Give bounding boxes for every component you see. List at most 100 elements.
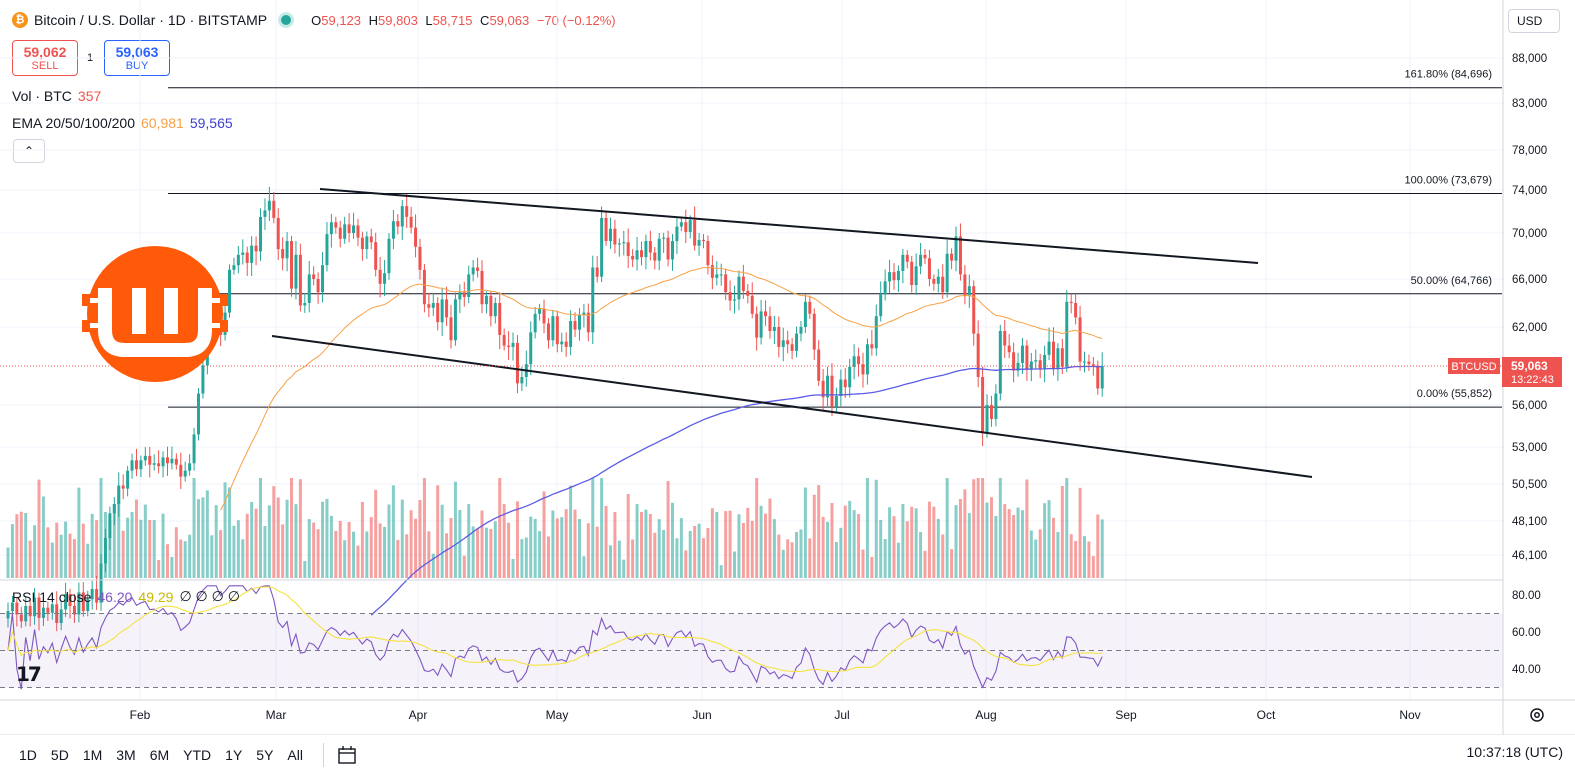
- volume-bar: [334, 530, 338, 578]
- volume-bar: [378, 523, 382, 578]
- volume-bar: [10, 524, 14, 578]
- range-all[interactable]: All: [287, 747, 303, 763]
- volume-bar: [600, 478, 604, 578]
- volume-bar: [325, 498, 329, 578]
- volume-bar: [95, 520, 99, 578]
- candle: [843, 379, 847, 388]
- candle: [608, 228, 612, 242]
- candle: [533, 313, 537, 333]
- time-axis[interactable]: Feb Mar Apr May Jun Jul Aug Sep Oct Nov: [0, 699, 1575, 735]
- volume-bar: [480, 510, 484, 578]
- candle: [577, 315, 581, 330]
- volume-bar: [356, 545, 360, 578]
- range-5d[interactable]: 5D: [50, 747, 69, 763]
- candle: [693, 220, 697, 246]
- volume-bar: [883, 539, 887, 578]
- range-1y[interactable]: 1Y: [225, 747, 243, 763]
- volume-bar: [803, 487, 807, 578]
- fib-label: 0.00% (55,852): [1417, 388, 1492, 400]
- currency-select[interactable]: USD: [1508, 9, 1560, 33]
- volume-bar: [1078, 487, 1082, 578]
- candle: [143, 455, 147, 461]
- ema50-value: 60,981: [141, 115, 184, 131]
- rsi-legend[interactable]: RSI 14 close 46.20 49.29 ∅ ∅ ∅ ∅: [12, 588, 240, 605]
- symbol-title[interactable]: Bitcoin / U.S. Dollar · 1D · BITSTAMP: [34, 12, 268, 28]
- volume-bar: [1096, 514, 1100, 578]
- candle: [414, 227, 418, 247]
- range-ytd[interactable]: YTD: [183, 747, 212, 763]
- settings-gear-icon[interactable]: [1528, 706, 1546, 724]
- candle: [950, 253, 954, 261]
- candle: [657, 238, 661, 261]
- volume-bar: [1025, 479, 1029, 578]
- calendar-range-icon[interactable]: [336, 744, 358, 766]
- tradingview-logo[interactable]: 𝟭𝟳: [16, 664, 42, 686]
- candle: [821, 380, 825, 398]
- range-1m[interactable]: 1M: [82, 747, 103, 763]
- range-1d[interactable]: 1D: [19, 747, 37, 763]
- range-5y[interactable]: 5Y: [256, 747, 274, 763]
- price-tick-label: 70,000: [1512, 228, 1547, 240]
- volume-bar: [1087, 541, 1091, 578]
- volume-bar: [507, 522, 511, 578]
- candle: [817, 349, 821, 381]
- candle: [183, 470, 187, 477]
- candle: [803, 301, 807, 327]
- candle: [799, 327, 803, 334]
- candle: [383, 273, 387, 284]
- candle: [1087, 361, 1091, 365]
- volume-legend[interactable]: Vol · BTC 357: [12, 88, 101, 104]
- candle: [365, 236, 369, 250]
- volume-bar: [99, 478, 103, 578]
- volume-bar: [781, 549, 785, 578]
- candle: [896, 270, 900, 281]
- watermark-logo: [82, 246, 228, 382]
- candle: [378, 269, 382, 284]
- volume-bar: [662, 530, 666, 578]
- price-chart[interactable]: 161.80% (84,696) 100.00% (73,679) 50.00% (…: [0, 0, 1575, 735]
- candle: [352, 225, 356, 233]
- candle: [963, 274, 967, 296]
- range-6m[interactable]: 6M: [149, 747, 170, 763]
- candle: [427, 304, 431, 308]
- clock[interactable]: 10:37:18 (UTC): [1466, 744, 1563, 760]
- rsi-na-values: ∅ ∅ ∅ ∅: [179, 588, 240, 604]
- high-value: 59,803: [378, 12, 418, 28]
- candle: [697, 239, 701, 246]
- volume-bar: [777, 534, 781, 578]
- price-tick-label: 48,100: [1512, 516, 1547, 528]
- collapse-legend-button[interactable]: ⌃: [13, 139, 45, 163]
- ema-legend[interactable]: EMA 20/50/100/200 60,981 59,565: [12, 115, 233, 131]
- volume-bar: [165, 544, 169, 578]
- volume-bar: [210, 535, 214, 578]
- candle: [449, 317, 453, 341]
- volume-bar: [799, 529, 803, 578]
- volume-bar: [201, 497, 205, 578]
- candle: [95, 589, 99, 603]
- range-3m[interactable]: 3M: [116, 747, 136, 763]
- buy-price: 59,063: [115, 44, 159, 60]
- buy-button[interactable]: 59,063 BUY: [104, 40, 170, 76]
- volume-bar: [524, 537, 528, 578]
- candle: [1003, 330, 1007, 346]
- volume-bar: [710, 508, 714, 578]
- price-axis[interactable]: 88,000 83,000 78,000 74,000 70,000 66,000 62,0…: [1502, 0, 1547, 735]
- volume-bar: [839, 527, 843, 578]
- volume-bar: [631, 539, 635, 578]
- volume-bar: [657, 519, 661, 578]
- volume-bar: [963, 489, 967, 578]
- candle: [560, 341, 564, 345]
- candle: [883, 281, 887, 295]
- price-tick-label: 50,500: [1512, 479, 1547, 491]
- volume-bar: [551, 510, 555, 578]
- candle: [1034, 360, 1038, 362]
- volume-bar: [28, 540, 32, 578]
- candle: [675, 226, 679, 242]
- volume-bar: [90, 513, 94, 578]
- candle: [724, 274, 728, 293]
- candle: [772, 327, 776, 331]
- candle: [267, 200, 271, 211]
- channel-lines[interactable]: [271, 188, 1313, 478]
- candle: [626, 242, 630, 256]
- low-value: 58,715: [432, 12, 473, 28]
